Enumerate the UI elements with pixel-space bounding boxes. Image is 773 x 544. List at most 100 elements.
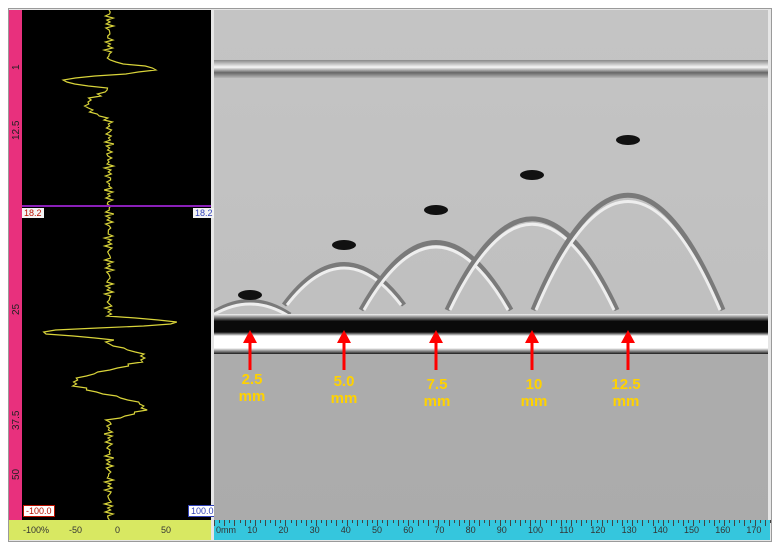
scale-minor-tick	[734, 520, 736, 526]
scale-minor-tick	[443, 520, 445, 523]
scale-minor-tick	[601, 520, 603, 526]
surface-echo	[214, 60, 768, 78]
position-tick: 110	[559, 525, 574, 535]
defect-label-2: 5.0 mm	[322, 373, 366, 407]
scale-minor-tick	[560, 520, 562, 526]
ascan-panel[interactable]	[9, 10, 211, 520]
gate-line[interactable]	[22, 205, 211, 207]
scale-minor-tick	[275, 520, 277, 526]
scale-minor-tick	[305, 520, 307, 526]
defect-size: 10	[525, 376, 543, 393]
scale-minor-tick	[397, 520, 399, 526]
scale-minor-tick	[647, 520, 649, 523]
scale-minor-tick	[698, 520, 700, 523]
scale-minor-tick	[535, 520, 537, 523]
depth-tick: 37.5	[11, 410, 22, 430]
amplitude-max-label: 100.0	[188, 505, 217, 517]
scale-minor-tick	[683, 520, 685, 526]
scale-minor-tick	[657, 520, 659, 523]
scale-minor-tick	[316, 520, 317, 526]
scale-minor-tick	[331, 520, 333, 523]
defect-echo-1	[208, 299, 292, 318]
scale-minor-tick	[285, 520, 287, 526]
scale-minor-tick	[321, 520, 323, 523]
scale-minor-tick	[214, 520, 215, 526]
defect-apex-4	[520, 170, 544, 180]
scale-minor-tick	[769, 520, 771, 523]
position-tick: 90	[496, 525, 507, 535]
bscan-svg	[208, 10, 768, 520]
defect-unit: mm	[612, 393, 640, 410]
defect-echo-3	[358, 240, 514, 312]
scale-minor-tick	[458, 520, 460, 526]
scale-minor-tick	[249, 520, 251, 523]
bscan-image[interactable]	[208, 10, 768, 520]
scale-minor-tick	[642, 520, 644, 526]
scale-minor-tick	[259, 520, 261, 523]
scale-minor-tick	[555, 520, 557, 523]
scale-minor-tick	[509, 520, 511, 526]
scale-minor-tick	[749, 520, 751, 523]
scale-minor-tick	[611, 520, 613, 526]
scale-minor-tick	[484, 520, 486, 523]
scale-minor-tick	[724, 520, 725, 526]
scale-minor-tick	[372, 520, 374, 523]
position-tick: 170	[746, 525, 762, 535]
defect-echo-4	[444, 216, 620, 312]
scale-minor-tick	[673, 520, 674, 526]
scale-minor-tick	[678, 520, 680, 523]
position-tick: 60	[403, 525, 414, 535]
scale-minor-tick	[244, 520, 246, 526]
scale-minor-tick	[387, 520, 389, 526]
position-tick: 20	[278, 525, 289, 535]
amplitude-tick: -100%	[23, 525, 50, 535]
scale-minor-tick	[764, 520, 766, 526]
position-scale: 0mm 10 20 30 40 50 60 70 80 90 100 110 120 130 140 150 1…	[214, 520, 771, 540]
scale-minor-tick	[300, 520, 302, 523]
defect-markers	[243, 330, 635, 370]
scale-minor-tick	[744, 520, 746, 526]
defect-size: 5.0	[333, 373, 355, 390]
scale-minor-tick	[265, 520, 266, 526]
defect-apex-3	[424, 205, 448, 215]
position-tick: 10	[247, 525, 258, 535]
scale-minor-tick	[754, 520, 756, 526]
scale-minor-tick	[239, 520, 241, 523]
defect-echo-2	[281, 262, 407, 307]
scale-minor-tick	[448, 520, 450, 526]
position-tick: 150	[684, 525, 700, 535]
gate-left-label: 18.2	[22, 208, 44, 218]
defect-apex-2	[332, 240, 356, 250]
scale-minor-tick	[622, 520, 623, 526]
defect-echo-highlight-2	[285, 266, 403, 306]
backwall-noise	[214, 354, 768, 520]
scale-minor-tick	[453, 520, 455, 523]
scale-minor-tick	[514, 520, 516, 523]
scale-minor-tick	[571, 520, 572, 526]
amplitude-tick: 50	[161, 525, 172, 535]
scale-minor-tick	[341, 520, 343, 523]
backwall-echo	[214, 314, 768, 354]
position-tick: 100	[528, 525, 544, 535]
scale-minor-tick	[433, 520, 435, 523]
position-tick: 130	[621, 525, 637, 535]
marker-arrowhead-4	[525, 330, 539, 343]
position-tick: 50	[372, 525, 383, 535]
position-tick: 160	[715, 525, 731, 535]
scale-minor-tick	[356, 520, 358, 526]
scale-minor-tick	[438, 520, 440, 526]
scale-minor-tick	[428, 520, 430, 526]
scale-minor-tick	[382, 520, 384, 523]
scale-minor-tick	[652, 520, 654, 526]
scale-minor-tick	[254, 520, 256, 526]
scale-minor-tick	[310, 520, 312, 523]
scale-minor-tick	[346, 520, 348, 526]
scale-minor-tick	[295, 520, 297, 526]
scale-minor-tick	[703, 520, 705, 526]
scale-minor-tick	[718, 520, 720, 523]
defect-echo-highlight-5	[534, 200, 722, 311]
gate-right-label: 18.2	[193, 208, 215, 218]
scale-minor-tick	[392, 520, 394, 523]
scale-minor-tick	[581, 520, 583, 526]
scale-minor-tick	[280, 520, 282, 523]
